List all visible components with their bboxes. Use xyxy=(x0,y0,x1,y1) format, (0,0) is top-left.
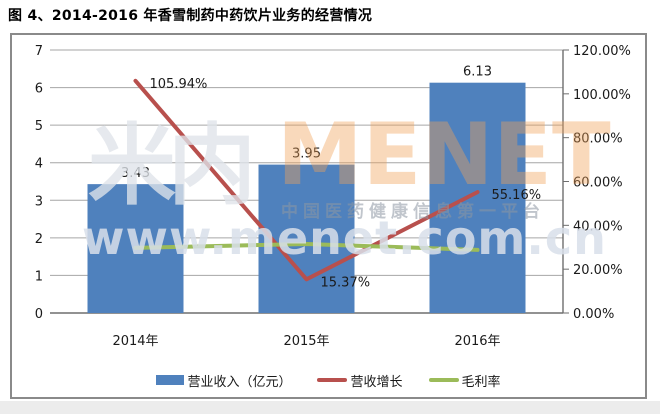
legend-item-margin: 毛利率 xyxy=(428,371,501,390)
revenue-bar xyxy=(429,82,526,314)
category-label: 2016年 xyxy=(454,334,500,349)
bottom-strip xyxy=(0,401,660,414)
legend-label-growth: 营收增长 xyxy=(350,374,403,390)
line-point-label: 55.16% xyxy=(492,188,542,203)
category-label: 2015年 xyxy=(283,334,329,349)
legend-line-swatch-icon xyxy=(317,378,348,382)
right-axis-tick-label: 0.00% xyxy=(573,307,614,322)
revenue-bar xyxy=(258,164,355,313)
left-axis-tick-label: 0 xyxy=(35,307,43,322)
legend-item-growth: 营收增长 xyxy=(317,371,403,390)
left-axis-tick-label: 2 xyxy=(35,232,43,247)
left-axis-tick-label: 5 xyxy=(35,119,43,134)
right-axis-tick-label: 60.00% xyxy=(573,176,623,191)
legend-label-revenue: 营业收入（亿元） xyxy=(187,374,292,390)
chart-frame: 0 1 2 3 4 5 6 7 0.00% 20.00% 40.00% 60.00% 80.00% 100… xyxy=(10,33,647,399)
right-axis-tick-label: 120.00% xyxy=(573,44,631,59)
right-axis-tick-label: 20.00% xyxy=(573,263,623,278)
line-point-label: 15.37% xyxy=(321,275,371,290)
legend-bar-swatch-icon xyxy=(156,375,185,385)
margin-line xyxy=(133,241,480,252)
left-axis-tick-label: 1 xyxy=(35,269,43,284)
right-axis-tick-label: 80.00% xyxy=(573,132,623,147)
page-title: 图 4、2014-2016 年香雪制药中药饮片业务的经营情况 xyxy=(8,8,373,24)
legend: 营业收入（亿元） 营收增长 毛利率 xyxy=(12,371,645,390)
legend-label-margin: 毛利率 xyxy=(461,374,501,390)
plot-area: 0 1 2 3 4 5 6 7 0.00% 20.00% 40.00% 60.00% 80.00% 100… xyxy=(35,44,631,349)
growth-line xyxy=(133,78,480,282)
line-point-label: 105.94% xyxy=(150,77,208,92)
left-axis-tick-label: 4 xyxy=(35,157,43,172)
right-axis-tick-label: 100.00% xyxy=(573,88,631,103)
left-axis-tick-label: 6 xyxy=(35,82,43,97)
legend-item-revenue: 营业收入（亿元） xyxy=(156,371,291,390)
bar-value-label: 3.95 xyxy=(292,147,321,162)
bar-value-label: 6.13 xyxy=(463,65,492,80)
bar-value-label: 3.43 xyxy=(121,166,150,181)
legend-line-swatch-icon xyxy=(428,378,459,382)
left-axis-tick-label: 7 xyxy=(35,44,43,59)
right-axis-tick-label: 40.00% xyxy=(573,219,623,234)
category-label: 2014年 xyxy=(112,334,158,349)
left-axis-tick-label: 3 xyxy=(35,194,43,209)
